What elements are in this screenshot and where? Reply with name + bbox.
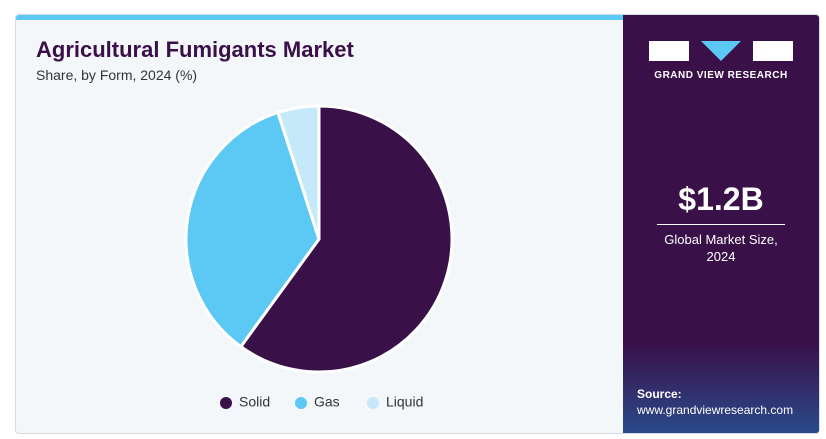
- logo-block: [753, 41, 793, 61]
- source-url: www.grandviewresearch.com: [637, 403, 794, 417]
- logo: [649, 41, 793, 61]
- card: Solid Gas Liquid Agricultural Fumigants Ma…: [15, 14, 820, 434]
- chart-title: Agricultural Fumigants Market: [36, 37, 354, 62]
- chart-subtitle: Share, by Form, 2024 (%): [36, 67, 198, 83]
- pie-slice: [238, 104, 454, 374]
- chart: Solid Gas Liquid: [184, 104, 454, 410]
- legend-swatch: [295, 397, 307, 409]
- legend-label: Liquid: [386, 394, 423, 410]
- sidebar: GRAND VIEW RESEARCH $1.2B Global Market …: [623, 15, 819, 433]
- legend-swatch: [367, 397, 379, 409]
- logo-block: [701, 41, 741, 61]
- brand: GRAND VIEW RESEARCH: [654, 70, 788, 81]
- pie-slice: [276, 104, 321, 240]
- top-bar: [16, 15, 623, 20]
- divider: [657, 224, 785, 225]
- legend-swatch: [220, 397, 232, 409]
- sidebar-gradient: [623, 343, 819, 433]
- legend-label: Gas: [314, 394, 340, 410]
- legend-label: Solid: [239, 394, 270, 410]
- market-size: $1.2B: [678, 181, 764, 217]
- source-label: Source:: [637, 387, 682, 401]
- pie-slice: [184, 110, 321, 349]
- market-size-label: Global Market Size, 2024: [664, 232, 778, 264]
- logo-block: [649, 41, 689, 61]
